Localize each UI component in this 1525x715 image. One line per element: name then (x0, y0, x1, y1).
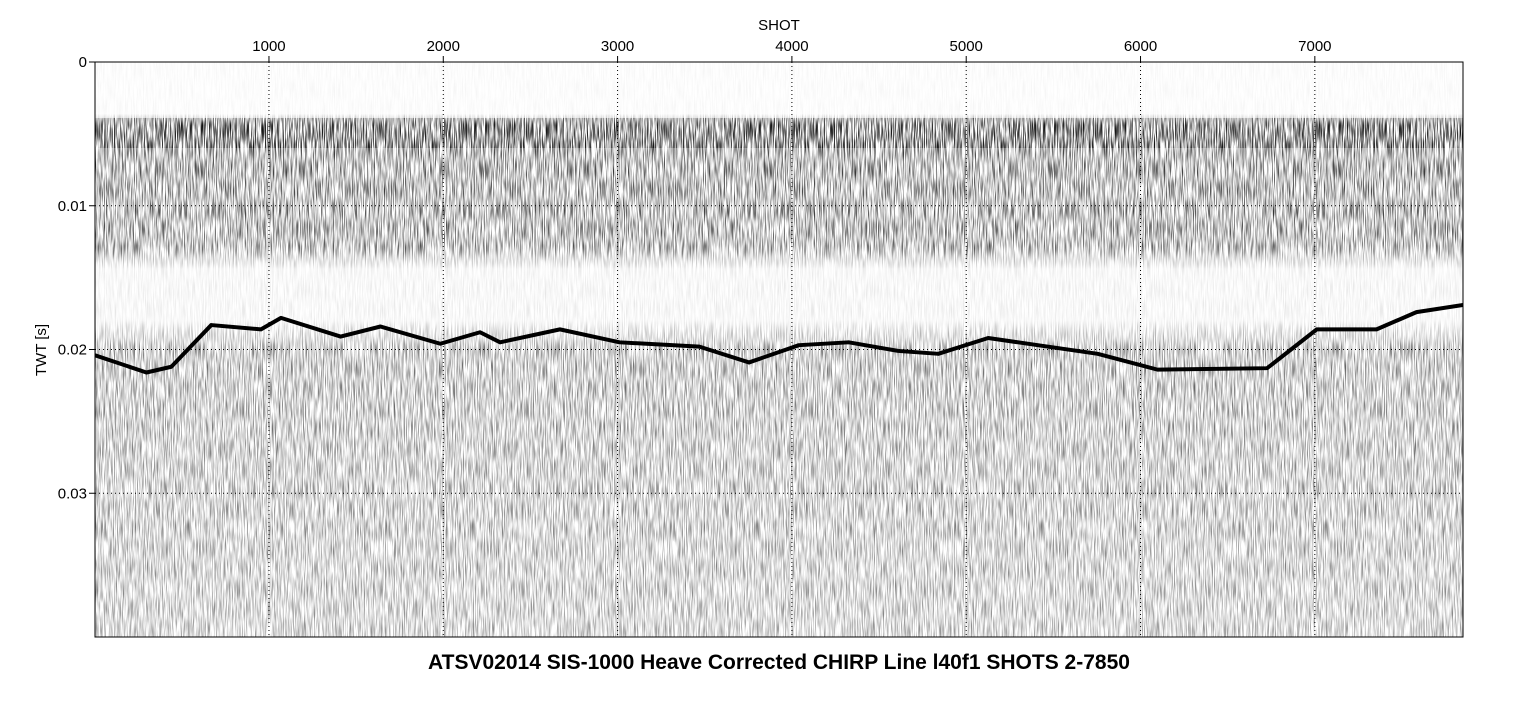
y-tick-label: 0.03 (58, 485, 87, 502)
x-tick-label: 5000 (950, 38, 983, 55)
x-tick-label: 7000 (1298, 38, 1331, 55)
chart-title: ATSV02014 SIS-1000 Heave Corrected CHIRP… (428, 651, 1130, 674)
x-axis-label: SHOT (758, 17, 800, 34)
x-tick-label: 3000 (601, 38, 634, 55)
x-tick-label: 2000 (427, 38, 460, 55)
x-tick-label: 1000 (252, 38, 285, 55)
seafloor-band (95, 118, 1463, 148)
y-axis-label: TWT [s] (33, 324, 50, 376)
reflector-line (95, 302, 1463, 375)
y-tick-label: 0 (79, 54, 87, 71)
marks (95, 302, 1463, 375)
x-tick-label: 6000 (1124, 38, 1157, 55)
y-tick-label: 0.01 (58, 198, 87, 215)
y-tick-label: 0.02 (58, 342, 87, 359)
x-tick-label: 4000 (775, 38, 808, 55)
